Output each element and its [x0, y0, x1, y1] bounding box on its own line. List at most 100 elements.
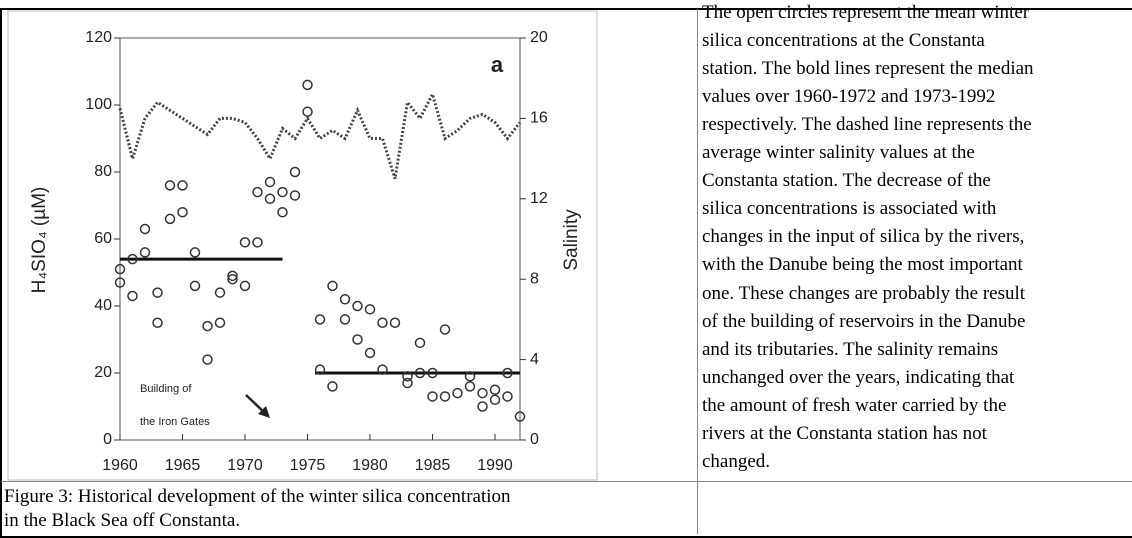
x-tick-label: 1985	[415, 457, 451, 474]
silica-point	[189, 280, 201, 292]
silica-point	[302, 79, 313, 91]
silica-point	[327, 381, 338, 392]
silica-point	[314, 314, 326, 325]
y2-tick-label: 8	[530, 270, 539, 287]
x-tick-label: 1960	[102, 457, 138, 474]
silica-point	[339, 314, 351, 325]
y2-tick-label: 0	[530, 431, 539, 448]
silica-point	[252, 186, 263, 198]
text-line: changed.	[702, 450, 771, 472]
panel-label: a	[491, 52, 504, 77]
silica-point	[189, 247, 201, 258]
y-tick-label: 0	[103, 431, 112, 448]
silica-point	[452, 387, 463, 399]
x-tick-label: 1975	[290, 457, 326, 474]
silica-point	[414, 337, 426, 349]
silica-point	[502, 391, 513, 402]
annotation: the Iron Gates	[140, 416, 210, 428]
text-line: silica concentrations is associated with	[702, 198, 997, 220]
y-tick-label: 60	[94, 230, 112, 247]
text-line: silica concentrations at the Constanta	[702, 30, 985, 52]
salinity-line	[118, 90, 522, 180]
silica-point	[302, 106, 313, 117]
y2-axis-label: Salinity	[561, 209, 582, 271]
text-line: of the building of reservoirs in the Dan…	[702, 310, 1026, 332]
silica-point	[214, 317, 226, 328]
silica-point	[264, 193, 276, 205]
text-line: values over 1960-1972 and 1973-1992	[702, 86, 996, 108]
silica-point	[152, 317, 163, 328]
text-line: rivers at the Constanta station has not	[702, 422, 987, 444]
silica-point	[327, 280, 338, 292]
text-line: changes in the input of silica by the ri…	[702, 226, 1025, 248]
y2-tick-label: 20	[530, 29, 548, 46]
silica-point	[152, 287, 163, 298]
text-line: average winter salinity values at the	[702, 142, 975, 164]
y-tick-label: 20	[94, 364, 112, 381]
silica-point	[214, 287, 226, 298]
y2-tick-label: 4	[530, 351, 539, 368]
silica-point	[314, 364, 326, 375]
silica-point	[464, 371, 476, 382]
silica-point	[139, 247, 151, 258]
silica-point	[352, 334, 363, 345]
silica-point	[489, 394, 501, 406]
silica-point	[289, 190, 301, 201]
text-line: one. These changes are probably the resu…	[702, 282, 1026, 304]
y-tick-label: 100	[85, 96, 112, 113]
silica-point	[277, 186, 288, 198]
silica-point	[177, 206, 188, 218]
text-line: The open circles represent the mean wint…	[702, 2, 1030, 23]
silica-point	[364, 304, 376, 315]
silica-point	[239, 280, 251, 292]
text-line: station. The bold lines represent the me…	[702, 58, 1034, 80]
silica-point	[114, 263, 126, 275]
silica-point	[514, 411, 526, 422]
y-tick-label: 40	[94, 297, 112, 314]
silica-point	[464, 381, 476, 392]
silica-point	[364, 347, 376, 359]
silica-point	[377, 364, 388, 375]
row-divider	[1, 481, 1132, 482]
text-line: Constanta station. The decrease of the	[702, 170, 991, 192]
silica-point	[289, 166, 301, 178]
y-axis-label: H₄SIO₄ (µM)	[29, 187, 50, 294]
x-tick-label: 1965	[165, 457, 201, 474]
silica-point	[264, 176, 276, 188]
silica-point	[164, 180, 176, 191]
silica-point	[489, 384, 501, 395]
silica-point	[227, 270, 238, 282]
silica-point	[227, 273, 238, 285]
silica-point	[477, 387, 488, 399]
y2-tick-label: 16	[530, 110, 548, 127]
silica-point	[127, 253, 138, 265]
y-tick-label: 120	[85, 29, 112, 46]
silica-point	[339, 294, 351, 305]
silica-point	[202, 354, 213, 365]
silica-point	[427, 367, 438, 379]
silica-point	[139, 223, 151, 235]
silica-point	[389, 317, 401, 328]
text-line: respectively. The dashed line represents…	[702, 114, 1032, 136]
silica-point	[427, 391, 438, 402]
plot-frame	[119, 37, 521, 441]
y2-tick-label: 12	[530, 190, 548, 207]
silica-point	[164, 213, 176, 225]
silica-point	[177, 180, 188, 191]
silica-point	[439, 324, 451, 335]
caption-line: in the Black Sea off Constanta.	[4, 510, 241, 531]
annotation: Building of	[140, 383, 192, 395]
x-tick-label: 1990	[477, 457, 513, 474]
text-line: with the Danube being the most important	[702, 254, 1023, 276]
silica-point	[402, 377, 413, 389]
caption-line: Figure 3: Historical development of the …	[4, 486, 511, 507]
silica-point	[239, 237, 251, 248]
figure-border	[7, 10, 598, 481]
silica-point	[502, 367, 513, 379]
silica-point	[477, 401, 488, 412]
silica-point	[402, 371, 413, 382]
text-line: and its tributaries. The salinity remain…	[702, 338, 999, 360]
y-tick-label: 80	[94, 163, 112, 180]
